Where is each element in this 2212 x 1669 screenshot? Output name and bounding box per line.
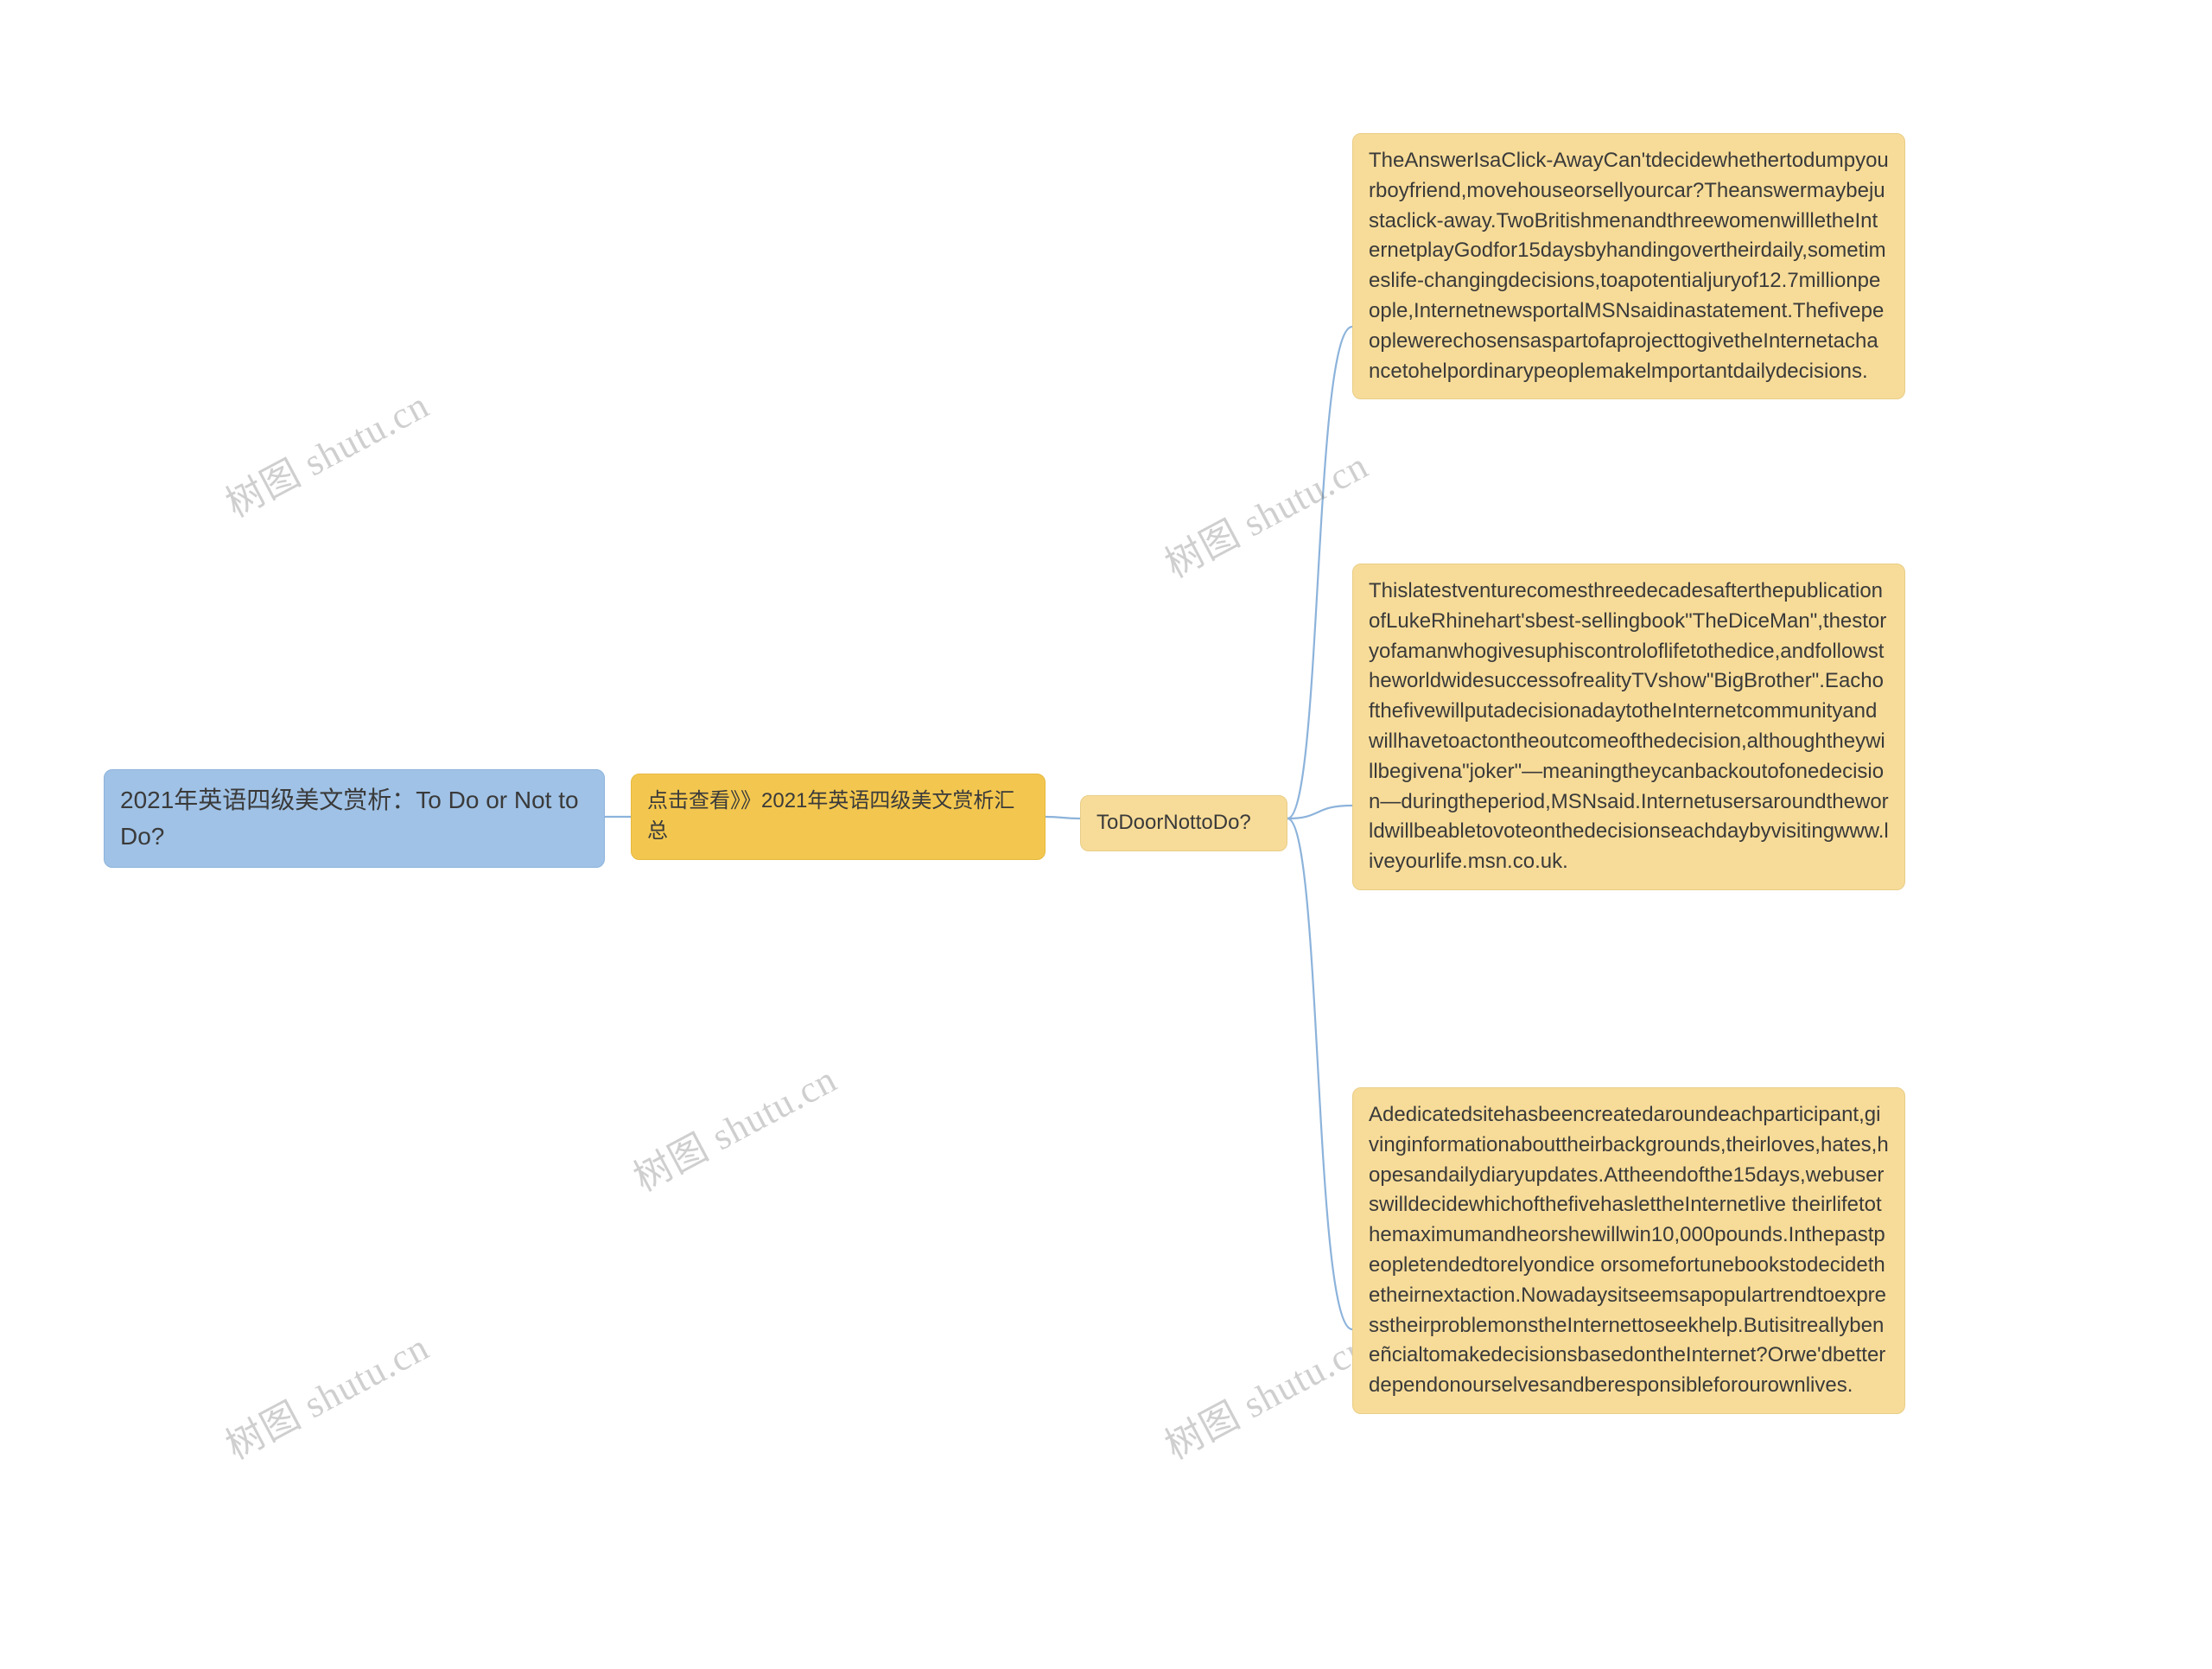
leaf-node-paragraph-3[interactable]: Adedicatedsitehasbeencreatedaroundeachpa… <box>1352 1087 1905 1414</box>
root-node[interactable]: 2021年英语四级美文赏析：To Do or Not to Do? <box>104 769 605 868</box>
leaf-node-paragraph-1[interactable]: TheAnswerIsaClick-AwayCan'tdecidewhether… <box>1352 133 1905 399</box>
watermark: 树图 shutu.cn <box>1154 435 1376 589</box>
watermark: 树图 shutu.cn <box>1154 1316 1376 1470</box>
watermark: 树图 shutu.cn <box>622 1048 845 1202</box>
branch-node-overview[interactable]: 点击查看》》2021年英语四级美文赏析汇总 <box>631 774 1046 860</box>
watermark: 树图 shutu.cn <box>214 1316 437 1470</box>
watermark: 树图 shutu.cn <box>214 374 437 528</box>
leaf-node-paragraph-2[interactable]: Thislatestventurecomesthreedecadesaftert… <box>1352 564 1905 890</box>
branch-node-title[interactable]: ToDoorNottoDo? <box>1080 795 1287 851</box>
